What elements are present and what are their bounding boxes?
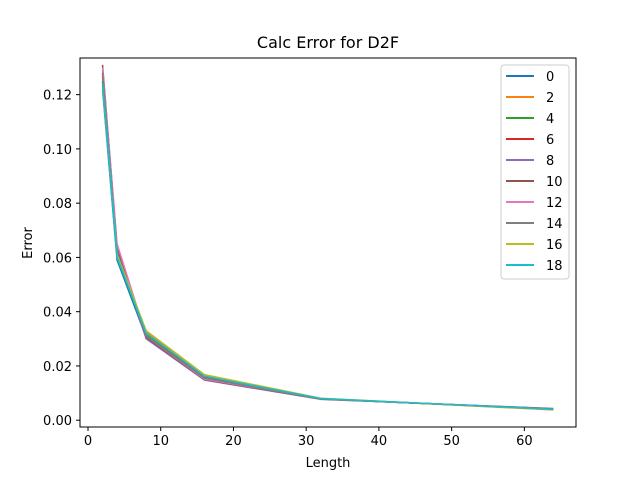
- y-axis-label: Error: [21, 227, 36, 259]
- x-axis: 0 10 20 30 40 50 60: [84, 427, 533, 449]
- legend-label-16: 16: [546, 238, 563, 253]
- series-line-2: [101, 83, 554, 411]
- legend-label-12: 12: [546, 196, 563, 211]
- series-line-14: [101, 72, 554, 410]
- x-tick-label: 60: [516, 434, 533, 449]
- legend-label-6: 6: [546, 133, 554, 148]
- x-tick-label: 30: [298, 434, 315, 449]
- legend-label-4: 4: [546, 112, 554, 127]
- y-tick-label: 0.06: [43, 251, 72, 266]
- x-tick-label: 50: [443, 434, 460, 449]
- legend-label-10: 10: [546, 175, 563, 190]
- series-line-18: [101, 83, 554, 411]
- series-lines: [101, 64, 554, 411]
- legend: 0 2 4 6 8 10 12 14 16 18: [500, 64, 570, 280]
- x-tick-label: 10: [152, 434, 169, 449]
- x-tick-label: 0: [84, 434, 92, 449]
- plot-frame: [79, 57, 577, 428]
- legend-label-8: 8: [546, 154, 554, 169]
- legend-label-18: 18: [546, 259, 563, 274]
- series-line-4: [101, 80, 554, 411]
- x-tick-label: 20: [225, 434, 242, 449]
- x-tick-label: 40: [371, 434, 388, 449]
- legend-label-0: 0: [546, 70, 554, 85]
- y-tick-label: 0.02: [43, 360, 72, 375]
- legend-label-2: 2: [546, 91, 554, 106]
- y-tick-label: 0.00: [43, 414, 72, 429]
- series-line-6: [101, 75, 554, 410]
- y-tick-label: 0.04: [43, 306, 72, 321]
- series-line-0: [101, 89, 554, 410]
- legend-label-14: 14: [546, 217, 563, 232]
- series-line-10: [101, 64, 554, 410]
- y-axis: 0.00 0.02 0.04 0.06 0.08 0.10 0.12: [43, 89, 80, 429]
- series-line-8: [101, 70, 554, 410]
- y-tick-label: 0.10: [43, 143, 72, 158]
- series-line-12: [101, 67, 554, 410]
- y-tick-label: 0.08: [43, 197, 72, 212]
- y-tick-label: 0.12: [43, 89, 72, 104]
- chart-title: Calc Error for D2F: [257, 33, 399, 52]
- series-line-16: [101, 86, 554, 411]
- x-axis-label: Length: [306, 456, 351, 471]
